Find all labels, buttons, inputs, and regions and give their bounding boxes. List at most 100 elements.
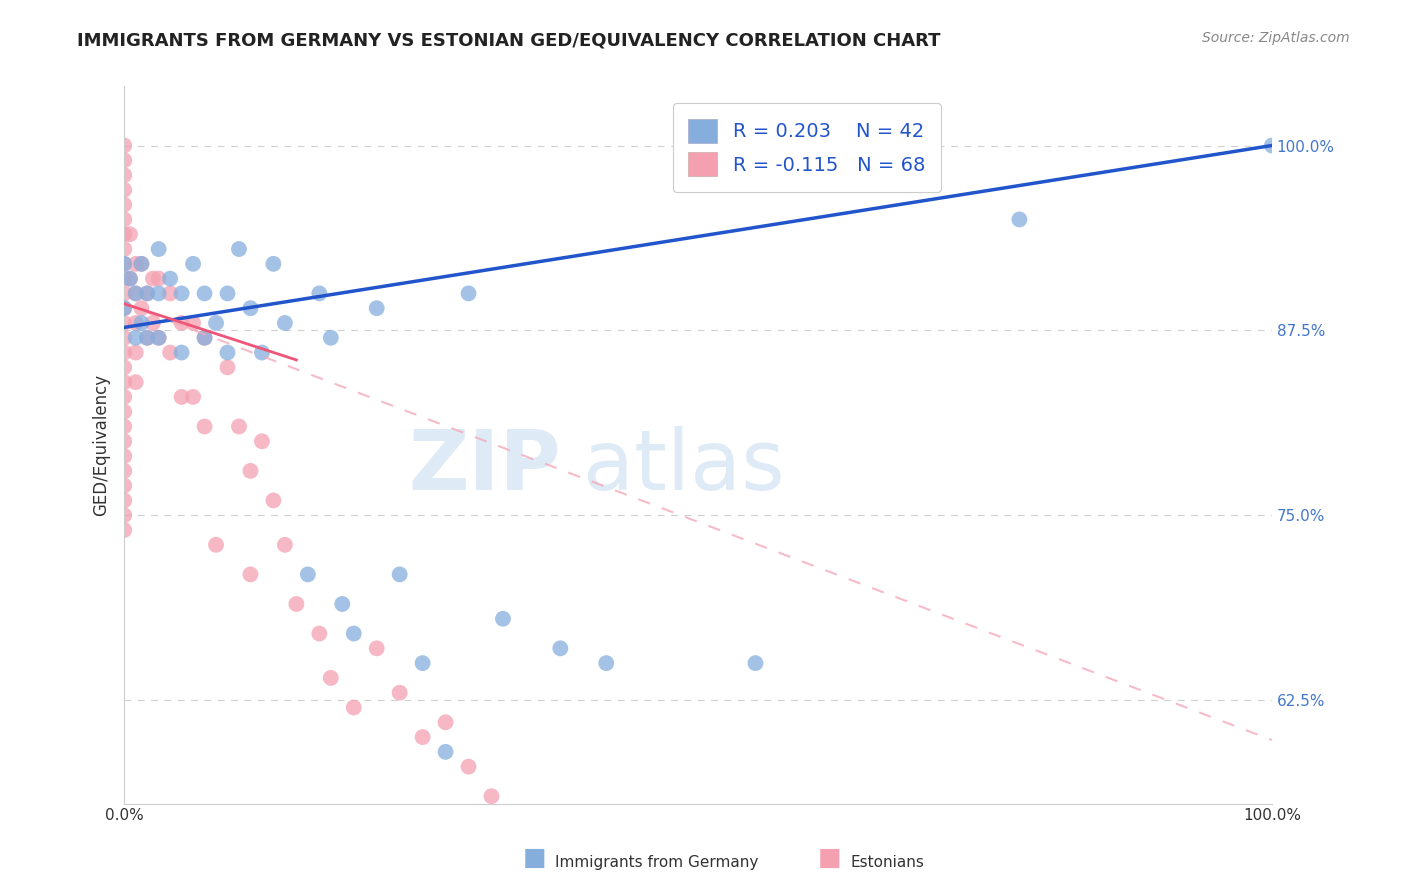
Point <box>131 316 153 330</box>
Point <box>1008 212 1031 227</box>
Point <box>250 434 273 449</box>
Point <box>136 286 159 301</box>
Point <box>112 168 135 182</box>
Point <box>142 271 165 285</box>
Point <box>343 700 366 714</box>
Point <box>181 316 204 330</box>
Point <box>193 286 215 301</box>
Point <box>112 360 135 375</box>
Point <box>112 478 135 492</box>
Point <box>125 316 148 330</box>
Point <box>131 257 153 271</box>
Point <box>112 331 135 345</box>
Point <box>131 301 153 316</box>
Point <box>112 227 135 242</box>
Point <box>308 286 330 301</box>
Point <box>118 271 141 285</box>
Point <box>492 612 515 626</box>
Point <box>239 301 262 316</box>
Point <box>193 419 215 434</box>
Point <box>112 197 135 211</box>
Point <box>125 331 148 345</box>
Text: ZIP: ZIP <box>408 426 561 507</box>
Point <box>205 316 228 330</box>
Point <box>481 789 503 804</box>
Point <box>388 567 411 582</box>
Point <box>112 286 135 301</box>
Point <box>112 493 135 508</box>
Point <box>330 597 353 611</box>
Point <box>125 257 148 271</box>
Point <box>319 331 342 345</box>
Text: Source: ZipAtlas.com: Source: ZipAtlas.com <box>1202 31 1350 45</box>
Point <box>112 257 135 271</box>
Point <box>125 286 148 301</box>
Point <box>112 523 135 537</box>
Point <box>434 745 457 759</box>
Point <box>136 286 159 301</box>
Point <box>434 715 457 730</box>
Point <box>148 271 170 285</box>
Point <box>136 331 159 345</box>
Point <box>193 331 215 345</box>
Point <box>112 508 135 523</box>
Point <box>181 390 204 404</box>
Point <box>193 331 215 345</box>
Point <box>112 242 135 256</box>
Point <box>343 626 366 640</box>
Point <box>112 449 135 463</box>
Point <box>319 671 342 685</box>
Point <box>159 345 181 359</box>
Point <box>148 242 170 256</box>
Point <box>239 567 262 582</box>
Text: ■: ■ <box>523 846 546 870</box>
Point <box>366 641 388 656</box>
Point <box>131 257 153 271</box>
Point <box>297 567 319 582</box>
Point <box>125 375 148 389</box>
Point <box>250 345 273 359</box>
Point <box>159 271 181 285</box>
Point <box>148 286 170 301</box>
Point <box>142 316 165 330</box>
Text: ■: ■ <box>818 846 841 870</box>
Point <box>112 464 135 478</box>
Point <box>274 316 297 330</box>
Point <box>274 538 297 552</box>
Point <box>170 316 193 330</box>
Point <box>205 538 228 552</box>
Point <box>170 286 193 301</box>
Point <box>112 301 135 316</box>
Point <box>744 656 766 670</box>
Point <box>595 656 617 670</box>
Point <box>308 626 330 640</box>
Point <box>388 686 411 700</box>
Point <box>125 345 148 359</box>
Point <box>118 227 141 242</box>
Point <box>112 434 135 449</box>
Point <box>239 464 262 478</box>
Point <box>112 390 135 404</box>
Point <box>550 641 572 656</box>
Point <box>112 183 135 197</box>
Point <box>112 301 135 316</box>
Point <box>217 360 239 375</box>
Text: IMMIGRANTS FROM GERMANY VS ESTONIAN GED/EQUIVALENCY CORRELATION CHART: IMMIGRANTS FROM GERMANY VS ESTONIAN GED/… <box>77 31 941 49</box>
Point <box>170 345 193 359</box>
Point <box>112 153 135 168</box>
Point <box>217 286 239 301</box>
Point <box>217 345 239 359</box>
Point <box>112 345 135 359</box>
Point <box>148 331 170 345</box>
Point <box>125 286 148 301</box>
Point <box>112 212 135 227</box>
Text: atlas: atlas <box>583 426 785 507</box>
Point <box>159 286 181 301</box>
Legend: R = 0.203    N = 42, R = -0.115   N = 68: R = 0.203 N = 42, R = -0.115 N = 68 <box>672 103 941 192</box>
Point <box>366 301 388 316</box>
Y-axis label: GED/Equivalency: GED/Equivalency <box>93 374 110 516</box>
Point <box>170 390 193 404</box>
Point <box>262 257 284 271</box>
Point <box>112 419 135 434</box>
Point <box>112 271 135 285</box>
